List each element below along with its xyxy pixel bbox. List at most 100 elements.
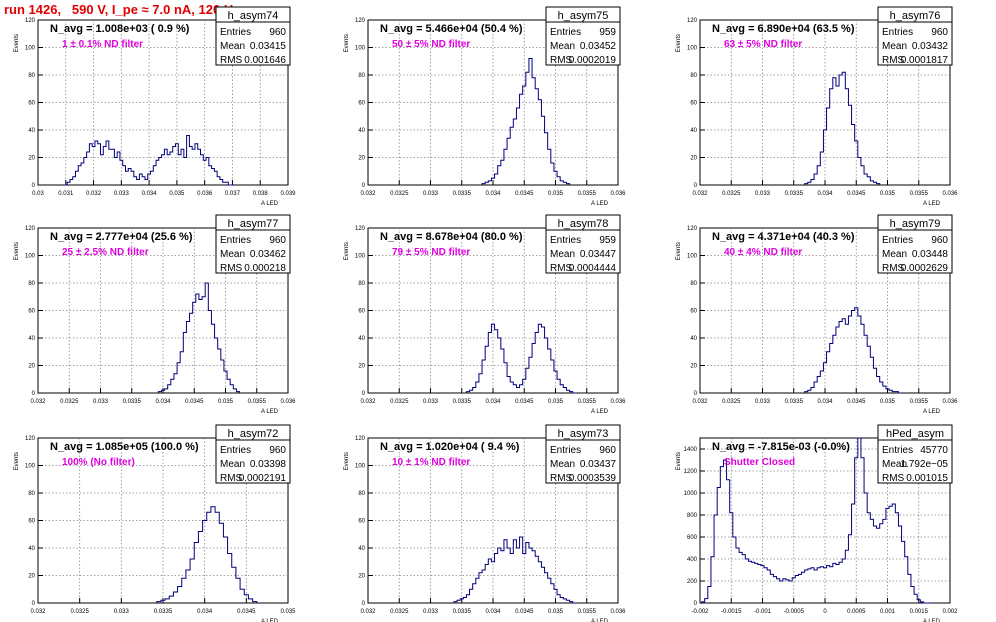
y-tick-label: 60 [28,309,35,315]
filter-label: 100% (No filter) [62,457,135,468]
y-tick-label: 120 [355,436,366,442]
x-tick-label: 0.034 [817,191,833,197]
y-tick-label: 20 [28,574,35,580]
stats-key: Mean [550,459,575,470]
stats-key: Mean [882,41,907,52]
y-tick-label: 80 [28,491,35,497]
y-tick-label: 80 [690,73,697,79]
x-tick-label: 0.034 [485,399,501,405]
x-tick-label: 0.0355 [910,399,929,405]
stats-value: 0.0002629 [901,263,949,274]
hist-name: h_asym77 [228,218,279,230]
hist-name: h_asym78 [558,218,609,230]
stats-value: 0.03447 [580,249,617,260]
y-tick-label: 120 [25,226,36,232]
histogram-line [804,71,881,185]
y-tick-label: 20 [358,574,365,580]
stats-box [545,424,621,484]
x-tick-label: 0 [823,609,827,615]
x-tick-label: 0.033 [93,399,109,405]
x-tick-label: 0.0345 [847,399,866,405]
x-tick-label: 0.038 [253,191,269,197]
stats-value: 0.000218 [244,263,286,274]
hist-name: h_asym75 [558,10,609,22]
y-tick-label: 40 [690,336,697,342]
x-tick-label: 0.034 [142,191,158,197]
y-tick-label: 600 [687,535,698,541]
y-tick-label: 20 [28,156,35,162]
stats-box [215,6,291,66]
y-tick-label: 40 [28,336,35,342]
x-tick-label: 0.032 [360,191,376,197]
y-axis-label: Events [676,34,682,52]
x-tick-label: 0.033 [423,191,439,197]
stats-value: 0.03437 [580,459,617,470]
x-tick-label: 0.036 [610,191,626,197]
x-tick-label: 0.032 [30,399,46,405]
stats-key: RMS [220,263,243,274]
x-tick-label: 0.0015 [910,609,929,615]
x-tick-label: 0.036 [610,399,626,405]
y-tick-label: 80 [358,73,365,79]
y-tick-label: 80 [358,491,365,497]
y-tick-label: 100 [25,464,36,470]
y-tick-label: 60 [358,519,365,525]
y-tick-label: 100 [355,46,366,52]
y-tick-label: 40 [358,128,365,134]
x-tick-label: 0.033 [423,609,439,615]
stats-box [545,6,621,66]
y-tick-label: 120 [355,18,366,24]
histogram-line [804,307,902,394]
x-tick-label: 0.0325 [390,399,409,405]
y-tick-label: 20 [358,364,365,370]
y-tick-label: 800 [687,513,698,519]
x-tick-label: -0.0005 [784,609,805,615]
stats-value: 960 [269,27,286,38]
stats-key: Entries [882,235,913,246]
navg-label: N_avg = -7.815e-03 (-0.0%) [712,441,850,453]
stats-value: 0.03448 [912,249,949,260]
stats-value: 1.792e−05 [900,459,948,470]
y-tick-label: 40 [690,128,697,134]
stats-value: 959 [599,235,616,246]
y-tick-label: 60 [690,309,697,315]
y-tick-label: 0 [362,391,366,397]
x-tick-label: 0.0325 [722,399,741,405]
histogram-line [157,282,241,393]
x-tick-label: 0.033 [755,191,771,197]
filter-label: Shutter Closed [724,457,795,468]
x-tick-label: 0.0335 [785,399,804,405]
y-axis-label: Events [676,242,682,260]
navg-label: N_avg = 8.678e+04 (80.0 %) [380,231,523,243]
y-tick-label: 100 [25,254,36,260]
x-tick-label: 0.032 [692,191,708,197]
x-tick-label: 0.0325 [390,609,409,615]
stats-key: Mean [220,41,245,52]
y-tick-label: 80 [28,73,35,79]
y-tick-label: 120 [25,436,36,442]
stats-key: Entries [220,445,251,456]
y-tick-label: 60 [28,101,35,107]
x-tick-label: 0.0335 [123,399,142,405]
y-tick-label: 40 [28,546,35,552]
y-axis-label: Events [344,34,350,52]
histogram-line [701,437,933,604]
x-tick-label: 0.035 [548,191,564,197]
x-tick-label: 0.034 [817,399,833,405]
x-tick-label: 0.0335 [453,399,472,405]
y-tick-label: 40 [28,128,35,134]
y-axis-label: Events [14,34,20,52]
stats-value: 0.0001817 [901,55,949,66]
x-tick-label: 0.0345 [847,191,866,197]
x-tick-label: 0.031 [58,191,74,197]
y-tick-label: 400 [687,557,698,563]
y-tick-label: 0 [694,391,698,397]
stats-key: Entries [550,27,581,38]
stats-value: 0.0003539 [569,473,617,484]
stats-value: 960 [931,27,948,38]
stats-key: Entries [220,235,251,246]
stats-key: Entries [882,27,913,38]
stats-value: 0.03415 [250,41,287,52]
y-tick-label: 60 [690,101,697,107]
x-tick-label: 0.035 [169,191,185,197]
